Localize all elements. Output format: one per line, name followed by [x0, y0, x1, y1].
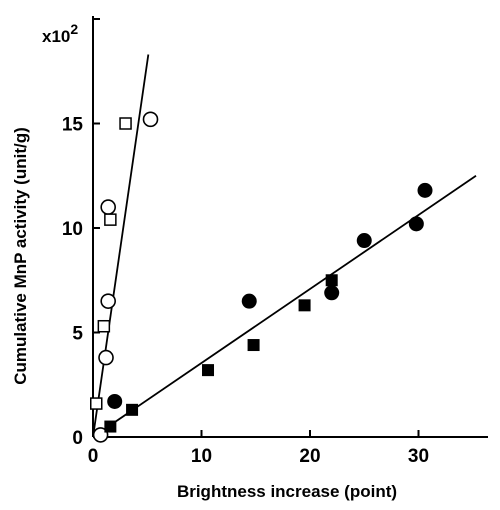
y-tick-label: 0 — [72, 428, 83, 449]
plot-frame — [92, 16, 488, 438]
filled-square-point — [325, 274, 338, 287]
fit-line — [92, 175, 477, 438]
filled-circle-point — [356, 233, 372, 249]
filled-circle-point — [408, 216, 424, 232]
open-circle-point — [142, 111, 159, 128]
y-multiplier-base: x10 — [42, 27, 70, 46]
open-circle-point — [98, 349, 114, 366]
open-circle-point — [92, 427, 109, 443]
y-multiplier-exponent: 2 — [70, 21, 78, 37]
open-square-point — [119, 117, 132, 130]
filled-circle-point — [417, 182, 433, 198]
open-square-point — [104, 213, 117, 226]
filled-square-point — [202, 364, 215, 377]
filled-square-point — [247, 339, 260, 352]
y-axis-title: Cumulative MnP activity (unit/g) — [11, 127, 30, 385]
filled-circle-point — [107, 393, 123, 409]
y-tick-label: 10 — [62, 219, 83, 240]
filled-circle-point — [241, 293, 257, 309]
filled-circle-point — [324, 285, 340, 301]
filled-square-point — [298, 299, 311, 312]
axis-ticks: 0 10 20 30 0 5 10 15 — [62, 18, 429, 467]
y-tick-label: 15 — [62, 115, 84, 136]
x-axis-title: Brightness increase (point) — [177, 482, 397, 501]
open-square-point — [90, 397, 103, 410]
x-tick-label: 20 — [299, 446, 320, 467]
open-circle-point — [100, 293, 116, 309]
fit-line — [92, 54, 150, 438]
open-circle-point — [100, 199, 116, 215]
x-tick-label: 30 — [408, 446, 429, 467]
filled-square-point — [126, 403, 139, 416]
x-tick-label: 0 — [88, 446, 99, 467]
data-points — [90, 111, 433, 443]
y-multiplier: x102 — [42, 21, 78, 46]
x-tick-label: 10 — [191, 446, 212, 467]
y-tick-label: 5 — [72, 324, 83, 345]
filled-square-point — [104, 420, 117, 433]
open-square-point — [97, 319, 111, 333]
